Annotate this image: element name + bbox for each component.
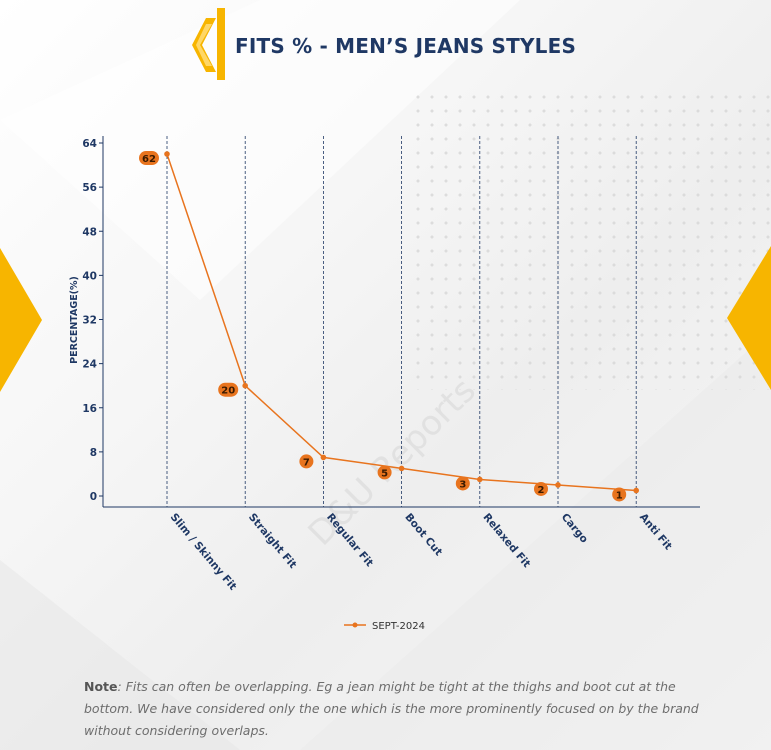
- data-point: [320, 454, 327, 461]
- y-tick-label: 64: [82, 138, 97, 150]
- data-label-badge: [377, 465, 392, 480]
- y-tick-label: 8: [90, 447, 97, 459]
- title-block: FITS % - MEN’S JEANS STYLES: [190, 8, 750, 82]
- x-tick-label: Slim / Skinny Fit: [168, 511, 239, 592]
- data-label-badge: [299, 454, 314, 469]
- chevron-left-icon: [192, 18, 216, 72]
- y-axis-title: PERCENTAGE(%): [69, 276, 80, 364]
- data-label-badge: [455, 476, 470, 491]
- line-chart: D&U Reports0816243240485664PERCENTAGE(%)…: [69, 136, 700, 632]
- x-tick-label: Relaxed Fit: [481, 511, 533, 570]
- data-label-badge: [139, 151, 159, 166]
- y-tick-label: 16: [82, 403, 97, 415]
- y-tick-label: 48: [82, 226, 97, 238]
- x-tick-label: Anti Fit: [637, 511, 674, 552]
- data-point: [633, 487, 639, 494]
- data-label: 62: [142, 154, 156, 165]
- data-label-badge: [218, 382, 239, 397]
- note-label: Note: [84, 679, 118, 694]
- y-tick-label: 0: [90, 491, 97, 503]
- data-point: [398, 465, 405, 472]
- note-text: : Fits can often be overlapping. Eg a je…: [84, 679, 699, 738]
- y-tick-label: 32: [82, 315, 97, 327]
- data-label: 1: [616, 490, 623, 501]
- data-point: [242, 382, 248, 389]
- page-title: FITS % - MEN’S JEANS STYLES: [235, 34, 577, 58]
- y-tick-label: 40: [82, 270, 97, 282]
- side-arrow-right-icon: [727, 246, 771, 390]
- data-label-badge: [612, 487, 627, 502]
- data-label: 7: [303, 457, 310, 468]
- y-tick-label: 24: [82, 359, 97, 371]
- data-label: 20: [221, 386, 235, 397]
- data-label: 2: [538, 485, 545, 496]
- title-accent-bar: [217, 8, 225, 80]
- y-tick-label: 56: [82, 182, 97, 194]
- watermark-text: D&U Reports: [301, 371, 484, 554]
- legend-marker: [352, 622, 358, 628]
- footnote: Note: Fits can often be overlapping. Eg …: [84, 676, 724, 742]
- data-label: 5: [381, 468, 388, 479]
- side-arrow-left-icon: [0, 248, 42, 392]
- x-tick-label: Boot Cut: [402, 511, 444, 558]
- legend-label: SEPT-2024: [372, 621, 425, 632]
- x-tick-label: Straight Fit: [246, 511, 299, 571]
- dot-pattern: [411, 90, 771, 390]
- data-point: [164, 151, 170, 157]
- x-tick-label: Cargo: [559, 511, 590, 545]
- data-point: [477, 476, 483, 483]
- data-label-badge: [534, 481, 548, 496]
- data-label: 3: [459, 479, 466, 490]
- data-point: [555, 482, 561, 488]
